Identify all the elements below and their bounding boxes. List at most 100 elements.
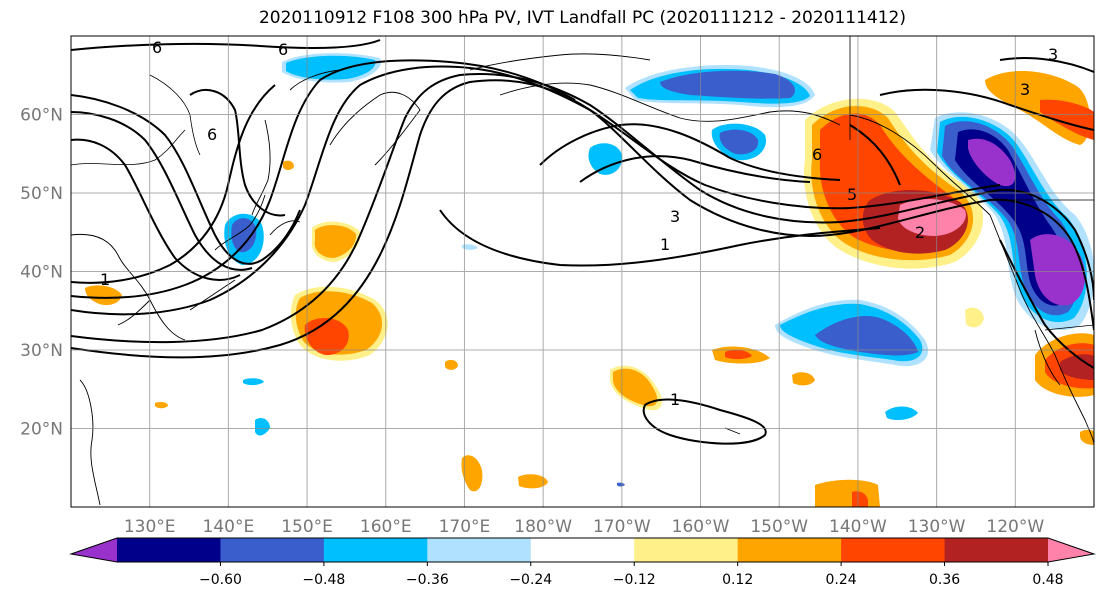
coastline-north-america — [849, 114, 1094, 446]
positive-anomaly-region — [725, 349, 752, 360]
positive-anomaly-region — [283, 160, 294, 170]
pv-contour-2 — [71, 73, 1094, 344]
colorbar-cell — [220, 538, 325, 562]
colorbar-cell — [530, 538, 635, 562]
negative-anomaly-region — [462, 244, 478, 250]
pv-contour-17 — [642, 398, 767, 445]
colorbar-cell — [841, 538, 946, 562]
contour-label: 6 — [152, 38, 162, 57]
longitude-label: 120°W — [986, 517, 1044, 537]
longitude-label: 160°W — [672, 517, 730, 537]
pv-contour-14 — [849, 124, 901, 186]
contour-label: 6 — [278, 40, 288, 59]
positive-anomaly-region — [613, 368, 658, 407]
colorbar-tick-label: −0.60 — [199, 572, 242, 588]
negative-anomaly-region — [968, 138, 1016, 187]
negative-anomaly-region — [255, 417, 270, 436]
negative-anomaly-region — [231, 218, 257, 253]
border-us-mexico — [1044, 324, 1094, 331]
latitude-labels: 20°N 30°N 40°N 50°N 60°N — [20, 106, 63, 440]
contour-label: 5 — [847, 185, 857, 204]
positive-anomaly-region — [518, 474, 548, 489]
contour-label: 1 — [100, 270, 110, 289]
colorbar-tick-label: 0.36 — [929, 572, 960, 588]
pv-contour-3 — [71, 65, 1001, 316]
coastline-alaska — [499, 82, 841, 126]
negative-anomaly-region — [815, 315, 918, 356]
pv-contours — [71, 39, 1094, 445]
colorbar: −0.60 −0.48 −0.36 −0.24 −0.12 0.12 0.24 0.36 0.4… — [69, 537, 1096, 588]
positive-anomaly-region — [815, 479, 880, 507]
negative-anomaly-region — [617, 482, 625, 487]
pv-contour-13 — [579, 155, 811, 183]
contour-label: 6 — [207, 125, 217, 144]
positive-anomaly-region — [852, 491, 868, 507]
positive-anomaly-region — [792, 372, 815, 386]
pv-contour-11 — [439, 209, 881, 267]
colorbar-tick-label: −0.12 — [613, 572, 656, 588]
colorbar-tick-label: −0.24 — [509, 572, 552, 588]
pv-contour-9 — [189, 89, 286, 217]
contour-label: 3 — [1020, 80, 1030, 99]
pv-contour-18 — [999, 239, 1094, 369]
colorbar-cell — [323, 538, 428, 562]
positive-anomaly-region — [85, 285, 122, 306]
map-gridlines — [71, 36, 1094, 507]
negative-anomaly-region — [719, 129, 759, 155]
pv-contour-12 — [539, 123, 841, 181]
pv-contour-8 — [71, 138, 241, 281]
longitude-labels: 130°E 140°E 150°E 160°E 170°E 180°W 170°W 160°W… — [124, 517, 1045, 537]
positive-anomaly-region — [155, 402, 168, 409]
positive-anomaly-region — [445, 359, 458, 370]
positive-anomaly-region — [1040, 99, 1094, 140]
contour-label: 3 — [670, 207, 680, 226]
colorbar-tick-label: 0.24 — [826, 572, 857, 588]
contour-label: 2 — [915, 223, 925, 242]
map-title: 2020110912 F108 300 hPa PV, IVT Landfall… — [258, 8, 906, 28]
colorbar-cell — [737, 538, 842, 562]
longitude-label: 140°W — [829, 517, 887, 537]
latitude-label: 50°N — [20, 184, 63, 204]
colorbar-tick-label: −0.36 — [406, 572, 449, 588]
positive-anomaly-region — [461, 455, 483, 492]
contour-labels: 6 6 6 3 1 5 6 3 2 3 1 1 — [100, 38, 1058, 409]
pv-contour-16 — [999, 57, 1094, 73]
negative-anomaly-region — [660, 70, 795, 99]
coastline-baja — [1034, 329, 1061, 386]
colorbar-outline — [69, 537, 1096, 563]
longitude-label: 140°E — [203, 517, 255, 537]
latitude-label: 60°N — [20, 106, 63, 126]
longitude-label: 150°W — [750, 517, 808, 537]
pv-contour-10 — [71, 39, 381, 51]
latitude-label: 40°N — [20, 263, 63, 283]
pv-contour-4 — [71, 59, 576, 299]
coastline-bering — [469, 53, 651, 71]
coastline-sakhalin — [251, 119, 271, 216]
latitude-label: 30°N — [20, 341, 63, 361]
contour-label: 6 — [812, 145, 822, 164]
pv-contour-5 — [71, 84, 276, 284]
colorbar-tick-label: −0.48 — [302, 572, 345, 588]
longitude-label: 130°W — [908, 517, 966, 537]
pv-contour-7 — [71, 111, 253, 271]
colorbar-cell — [117, 538, 221, 562]
positive-anomaly-region — [304, 318, 349, 356]
map-frame — [70, 35, 1095, 508]
contour-label: 1 — [670, 390, 680, 409]
longitude-label: 170°W — [593, 517, 651, 537]
negative-anomaly-region — [885, 406, 918, 421]
longitude-label: 150°E — [281, 517, 333, 537]
positive-anomaly-region — [965, 307, 984, 328]
longitude-label: 180°W — [514, 517, 572, 537]
colorbar-tick-label: 0.48 — [1032, 572, 1063, 588]
negative-anomaly-region — [243, 378, 264, 386]
contour-label: 3 — [1048, 45, 1058, 64]
latitude-label: 20°N — [20, 420, 63, 440]
pv-contour-6 — [71, 94, 301, 265]
positive-anomaly-region — [1060, 354, 1094, 380]
negative-anomaly-region — [588, 143, 623, 175]
positive-anomaly-region — [314, 225, 357, 258]
longitude-label: 160°E — [360, 517, 412, 537]
colorbar-cell — [944, 538, 1049, 562]
